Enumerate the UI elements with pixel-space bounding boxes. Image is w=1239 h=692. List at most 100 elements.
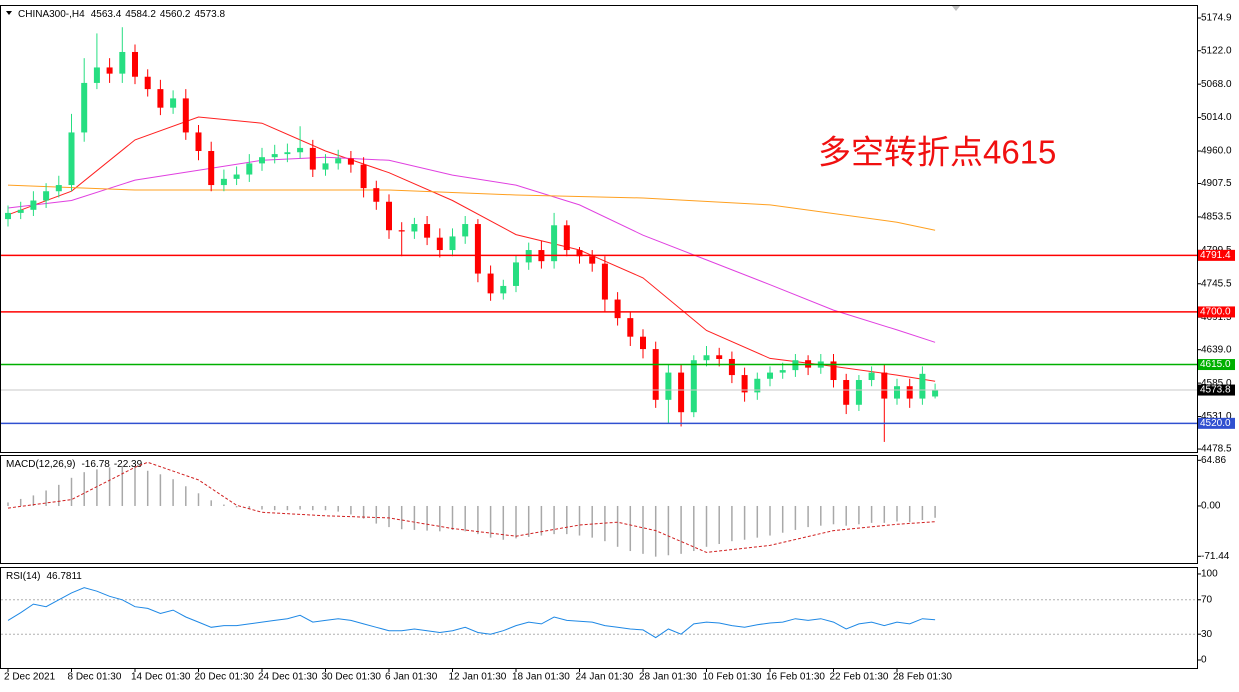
candle-body <box>665 372 672 400</box>
level-label-box <box>1198 306 1235 318</box>
candle-body <box>779 370 786 373</box>
candle-body <box>208 151 215 186</box>
panel-title: MACD(12,26,9) <box>6 459 75 470</box>
menu-arrow[interactable] <box>6 11 12 15</box>
moving-average <box>7 116 936 382</box>
candle-body <box>386 201 392 231</box>
candle-body <box>894 386 900 399</box>
y-tick-label: 4531.0 <box>1201 411 1232 422</box>
candle-body <box>284 152 291 155</box>
panel-title: RSI(14) <box>6 571 40 582</box>
header-value: 4573.8 <box>194 9 225 20</box>
candle-body <box>589 256 596 264</box>
candle-body <box>919 373 926 399</box>
panel-title: CHINA300-,H4 <box>18 9 85 20</box>
candle-body <box>182 98 189 133</box>
x-tick-label: 16 Feb 01:30 <box>766 672 825 683</box>
candle-body <box>322 163 329 170</box>
x-tick-label: 18 Jan 01:30 <box>512 672 570 683</box>
candle-body <box>703 355 710 361</box>
candle-body <box>474 224 481 274</box>
candle-body <box>487 273 494 294</box>
y-tick-label: 100 <box>1201 569 1218 580</box>
candle-body <box>449 236 456 251</box>
header-value: 4584.2 <box>125 9 156 20</box>
panel-header: MACD(12,26,9) -16.78 -22.39 <box>6 459 143 470</box>
candle-body <box>259 157 265 164</box>
candle-body <box>690 360 697 413</box>
candle-body <box>881 372 888 399</box>
price-label-box <box>1198 384 1235 396</box>
candle-body <box>830 361 837 381</box>
candle-body <box>868 372 875 381</box>
candle-body <box>30 200 37 210</box>
candle-body <box>335 158 342 164</box>
candle-body <box>347 158 354 165</box>
candle-body <box>373 188 380 202</box>
candle-body <box>119 51 126 74</box>
candle-body <box>195 132 202 152</box>
y-tick-label: 4639.0 <box>1201 344 1232 355</box>
y-tick-label: 70 <box>1201 594 1213 605</box>
y-tick-label: -71.44 <box>1201 551 1230 562</box>
candle-body <box>932 390 939 397</box>
candle-body <box>767 372 773 379</box>
candle-body <box>906 386 913 399</box>
x-tick-label: 6 Jan 01:30 <box>385 672 438 683</box>
rsi-line <box>7 587 936 639</box>
moving-average <box>7 184 936 231</box>
candle-body <box>551 225 558 262</box>
y-tick-label: 4585.0 <box>1201 378 1232 389</box>
y-tick-label: 4853.5 <box>1201 212 1232 223</box>
signal-line <box>7 461 936 553</box>
candle-body <box>233 174 240 179</box>
x-tick-label: 28 Jan 01:30 <box>639 672 697 683</box>
candle-body <box>93 67 100 83</box>
candle-body <box>652 349 659 400</box>
x-tick-label: 10 Feb 01:30 <box>703 672 762 683</box>
price-label: 4573.8 <box>1200 385 1231 396</box>
candle-body <box>855 380 862 405</box>
candle-body <box>754 378 761 393</box>
candle-body <box>525 250 532 263</box>
moving-average <box>7 156 936 343</box>
candle-body <box>398 230 405 232</box>
level-label: 4615.0 <box>1200 359 1231 370</box>
level-label-box <box>1198 249 1235 261</box>
candle-body <box>678 372 685 413</box>
candle-body <box>271 154 278 158</box>
x-tick-label: 24 Jan 01:30 <box>576 672 634 683</box>
y-tick-label: 30 <box>1201 629 1213 640</box>
candle-body <box>297 147 304 153</box>
panel-header: CHINA300-,H4 4563.4 4584.2 4560.2 4573.8 <box>18 9 226 20</box>
panel-frame <box>0 5 1198 453</box>
candle-body <box>436 237 443 251</box>
header-value: 46.7811 <box>46 571 82 582</box>
panel-frame <box>0 567 1198 669</box>
level-label-box <box>1198 417 1235 429</box>
candle-body <box>640 336 646 350</box>
level-label: 4700.0 <box>1200 307 1231 318</box>
y-tick-label: 5122.0 <box>1201 45 1232 56</box>
x-tick-label: 12 Jan 01:30 <box>449 672 507 683</box>
header-value: -22.39 <box>114 459 143 470</box>
candle-body <box>601 263 608 300</box>
header-value: 4560.2 <box>160 9 191 20</box>
candle-body <box>716 355 723 359</box>
candle-body <box>563 225 570 251</box>
candle-body <box>513 262 519 286</box>
candle-body <box>843 380 850 405</box>
candle-body <box>106 67 113 74</box>
candle-body <box>614 299 621 319</box>
y-tick-label: 5174.9 <box>1201 13 1232 24</box>
candle-body <box>360 164 367 189</box>
candle-body <box>728 358 735 376</box>
x-tick-label: 28 Feb 01:30 <box>893 672 952 683</box>
candle-body <box>17 209 24 213</box>
candle-body <box>424 224 431 238</box>
x-tick-label: 2 Dec 2021 <box>4 672 56 683</box>
level-label: 4520.0 <box>1200 418 1231 429</box>
candle-body <box>500 285 507 294</box>
